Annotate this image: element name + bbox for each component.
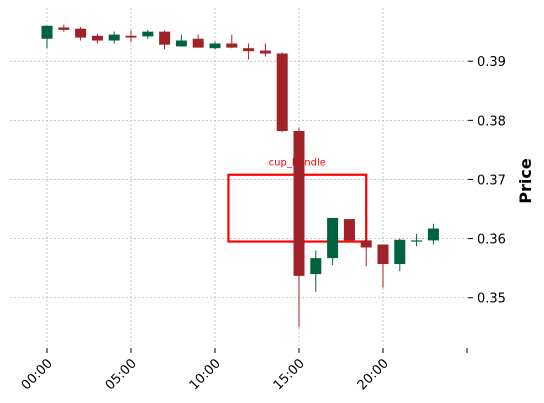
candle xyxy=(327,217,339,266)
candle-body-down xyxy=(276,53,288,131)
candle xyxy=(159,30,171,50)
candle xyxy=(394,238,406,272)
candle-body-down xyxy=(159,31,171,45)
candle xyxy=(209,41,221,50)
candle xyxy=(243,43,255,60)
candle xyxy=(108,31,120,44)
x-tick-label: 20:00 xyxy=(355,356,392,393)
x-tick-label: 05:00 xyxy=(103,356,140,393)
candle-body-down xyxy=(259,50,271,54)
candle-body-up xyxy=(41,25,53,39)
y-axis-label: Price xyxy=(516,158,535,204)
y-tick-label: 0.35 xyxy=(477,292,506,307)
x-tick-label: 10:00 xyxy=(187,356,224,393)
y-axis: 0.35 0.36 0.37 0.38 0.39 xyxy=(468,55,506,307)
x-axis: 00:00 05:00 10:00 15:00 20:00 xyxy=(19,348,468,393)
candle xyxy=(192,34,204,48)
x-tick-label: 15:00 xyxy=(271,356,308,393)
candle-body-down xyxy=(293,130,305,276)
candle xyxy=(226,34,238,49)
candle xyxy=(58,24,70,32)
y-tick-label: 0.36 xyxy=(477,233,506,248)
x-tick-label: 00:00 xyxy=(19,356,56,393)
candle xyxy=(125,30,137,43)
candle xyxy=(343,219,355,242)
candle xyxy=(360,236,372,267)
candle-body-down xyxy=(91,35,103,41)
candle-body-down xyxy=(125,35,137,38)
candle-body-down xyxy=(243,48,255,52)
candle xyxy=(175,34,187,47)
candle xyxy=(411,233,423,247)
grid-lines xyxy=(10,8,468,348)
candle xyxy=(427,223,439,245)
candle-body-down xyxy=(343,219,355,241)
y-tick-label: 0.37 xyxy=(477,173,506,188)
y-tick-label: 0.39 xyxy=(477,55,506,70)
candles xyxy=(41,24,439,328)
candle xyxy=(75,26,87,41)
candle-body-up xyxy=(427,228,439,241)
candle xyxy=(259,43,271,57)
candle-body-down xyxy=(226,43,238,48)
candle-body-up xyxy=(394,239,406,265)
candle xyxy=(377,244,389,288)
candle-body-up xyxy=(108,34,120,41)
candle-body-up xyxy=(310,258,322,275)
candle-body-down xyxy=(360,240,372,248)
candle xyxy=(142,29,154,39)
y-tick-label: 0.38 xyxy=(477,114,506,129)
candle-body-down xyxy=(75,28,87,38)
candle-body-up xyxy=(411,240,423,242)
candle xyxy=(310,250,322,292)
candle xyxy=(276,52,288,133)
candle-body-up xyxy=(209,43,221,49)
candle-body-up xyxy=(142,31,154,37)
candle xyxy=(41,25,53,49)
candle xyxy=(91,34,103,44)
candle-body-down xyxy=(377,244,389,265)
candle-body-up xyxy=(175,40,187,47)
candle-body-up xyxy=(327,217,339,259)
candle-body-down xyxy=(58,27,70,30)
candle xyxy=(293,127,305,328)
candle-body-down xyxy=(192,38,204,48)
